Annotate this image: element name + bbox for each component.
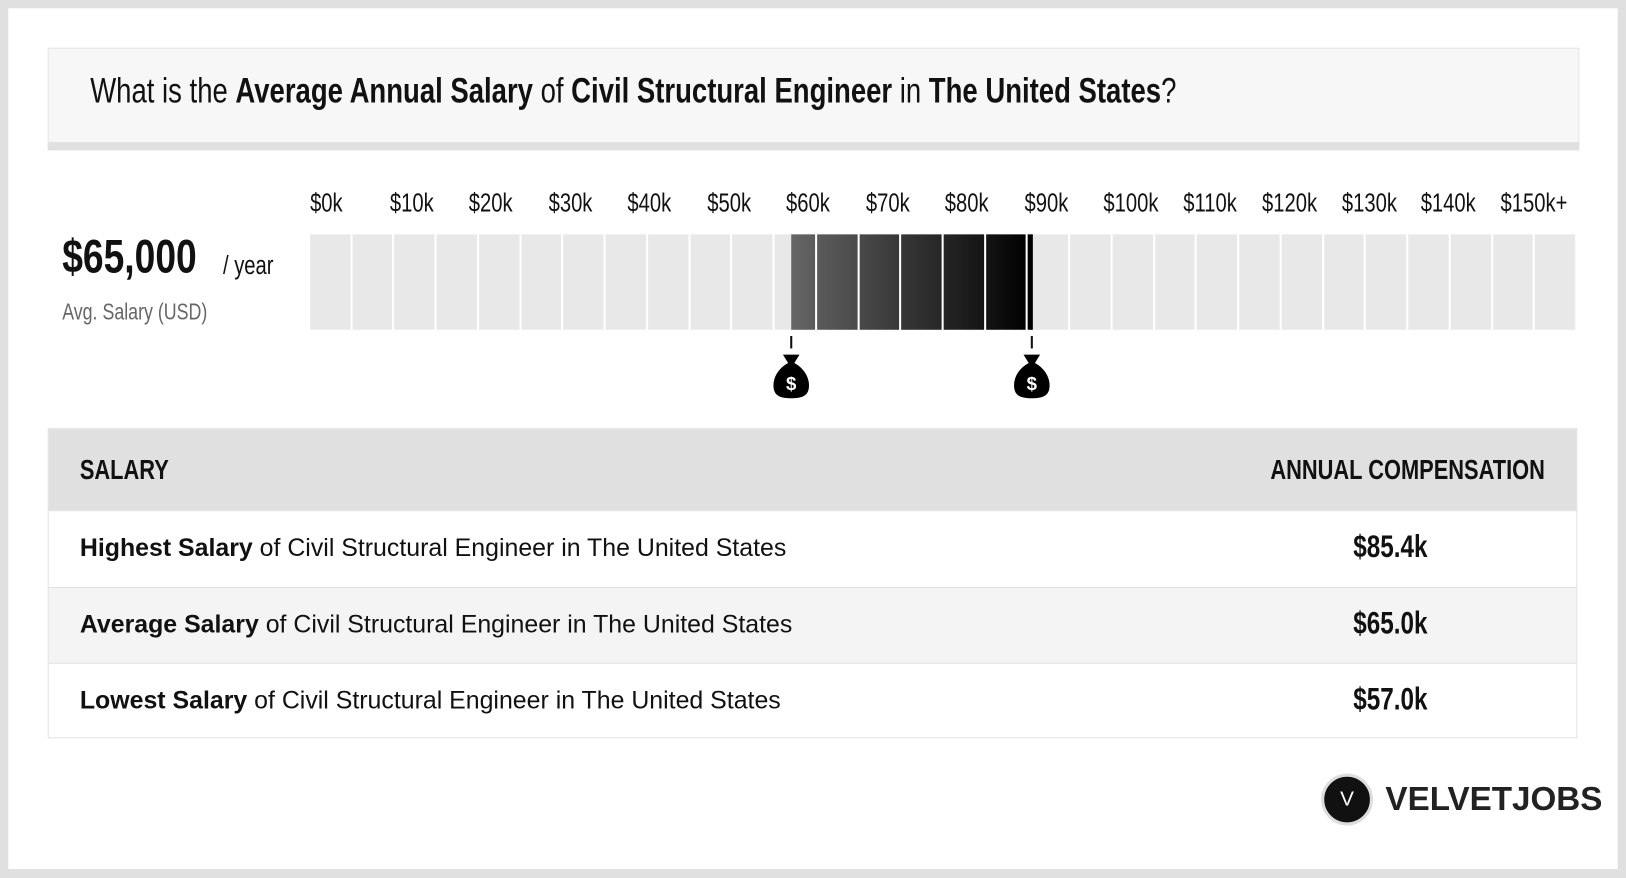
bar-segment [1408, 234, 1449, 330]
svg-text:$: $ [1026, 373, 1037, 394]
row-label: Highest Salary of Civil Structural Engin… [80, 534, 786, 563]
svg-text:$: $ [786, 373, 797, 394]
bar-segment [1239, 234, 1280, 330]
x-tick-label: $130k [1341, 188, 1397, 218]
bar-range-fill [1028, 234, 1032, 330]
table-row: Average Salary of Civil Structural Engin… [48, 586, 1577, 663]
bar-segment [479, 234, 520, 330]
money-bag-icon: $ [1013, 353, 1050, 401]
row-value: $85.4k [1353, 529, 1428, 565]
bar-segment [1535, 234, 1576, 330]
bar-range-fill [985, 234, 1027, 330]
bar-segment [1028, 234, 1069, 330]
bar-range-fill [943, 234, 984, 330]
row-value: $57.0k [1353, 682, 1428, 717]
bar-segment [1492, 234, 1533, 330]
bar-range-fill [859, 234, 900, 330]
bar-segment [310, 234, 351, 330]
salary-table: SALARY ANNUAL COMPENSATION Highest Salar… [47, 428, 1578, 739]
logo-letter: V [1340, 788, 1354, 811]
bar-segment [1366, 234, 1407, 330]
bar-range-fill [901, 234, 942, 330]
money-bag-icon: $ [773, 353, 810, 401]
x-tick-label: $60k [786, 188, 830, 218]
bar-segment [1450, 234, 1491, 330]
x-tick-label: $100k [1103, 188, 1159, 218]
header-annual-compensation: ANNUAL COMPENSATION [1270, 454, 1545, 486]
row-label-bold: Highest Salary [79, 534, 253, 563]
page-title: What is the Average Annual Salary of Civ… [90, 72, 1176, 112]
title-text: in [892, 71, 929, 111]
bar-segment [1070, 234, 1111, 330]
title-text: of [532, 71, 572, 111]
logo-circle-icon [1321, 773, 1373, 826]
bar-segment [394, 234, 435, 330]
row-label-bold: Lowest Salary [79, 686, 248, 715]
x-tick-label: $120k [1262, 188, 1318, 218]
row-label-rest: of Civil Structural Engineer in The Unit… [247, 686, 781, 715]
row-label: Lowest Salary of Civil Structural Engine… [80, 686, 781, 715]
bar-segment [563, 234, 604, 330]
salary-card: What is the Average Annual Salary of Civ… [8, 8, 1618, 870]
x-tick-label: $110k [1182, 188, 1237, 218]
x-tick-label: $10k [389, 188, 434, 218]
avg-salary-label: Avg. Salary (USD) [62, 298, 208, 325]
x-tick-label: $140k [1420, 188, 1476, 218]
bar-segment [352, 234, 393, 330]
table-row: Lowest Salary of Civil Structural Engine… [48, 662, 1577, 738]
bar-range-fill [791, 234, 815, 330]
x-tick-label: $150k+ [1500, 188, 1567, 218]
x-tick-label: $30k [548, 188, 592, 218]
x-tick-label: $80k [944, 188, 989, 218]
bar-segment [1281, 234, 1322, 330]
bar-segment [732, 234, 773, 330]
table-row: Highest Salary of Civil Structural Engin… [48, 510, 1577, 587]
bar-segment [690, 234, 731, 330]
table-header: SALARY ANNUAL COMPENSATION [48, 429, 1577, 511]
row-label-rest: of Civil Structural Engineer in The Unit… [258, 610, 793, 639]
x-tick-label: $40k [627, 188, 672, 218]
x-tick-label: $90k [1024, 188, 1068, 218]
bar-range-fill [816, 234, 858, 330]
title-bold-location: The United States [928, 71, 1162, 111]
title-text: ? [1161, 71, 1177, 111]
header-salary: SALARY [79, 454, 169, 486]
range-high-edge [1030, 234, 1033, 330]
title-text: What is the [90, 71, 236, 111]
row-value: $65.0k [1353, 606, 1428, 641]
bar-segment [1154, 234, 1196, 330]
x-tick-label: $50k [706, 188, 751, 218]
row-label-rest: of Civil Structural Engineer in The Unit… [252, 534, 787, 563]
title-bold-job: Civil Structural Engineer [571, 71, 893, 111]
bar-segment [1323, 234, 1364, 330]
logo-text: VELVETJOBS [1385, 779, 1603, 818]
bar-segment [436, 234, 477, 330]
marker-line [790, 335, 793, 349]
bar-segment [647, 234, 689, 330]
average-salary-value: $65,000 [62, 229, 197, 284]
marker-line [1030, 335, 1033, 349]
row-label-bold: Average Salary [79, 610, 259, 639]
bar-segment [605, 234, 646, 330]
per-year-label: / year [222, 250, 274, 280]
salary-range-bar [310, 234, 1577, 330]
bar-segment [1197, 234, 1238, 330]
title-bold-salary: Average Annual Salary [235, 71, 533, 111]
bar-segment [521, 234, 562, 330]
x-tick-label: $20k [468, 188, 513, 218]
title-banner: What is the Average Annual Salary of Civ… [47, 47, 1580, 151]
bar-segment [1112, 234, 1153, 330]
x-tick-label: $70k [865, 188, 910, 218]
row-label: Average Salary of Civil Structural Engin… [80, 611, 792, 640]
x-tick-label: $0k [310, 188, 343, 218]
